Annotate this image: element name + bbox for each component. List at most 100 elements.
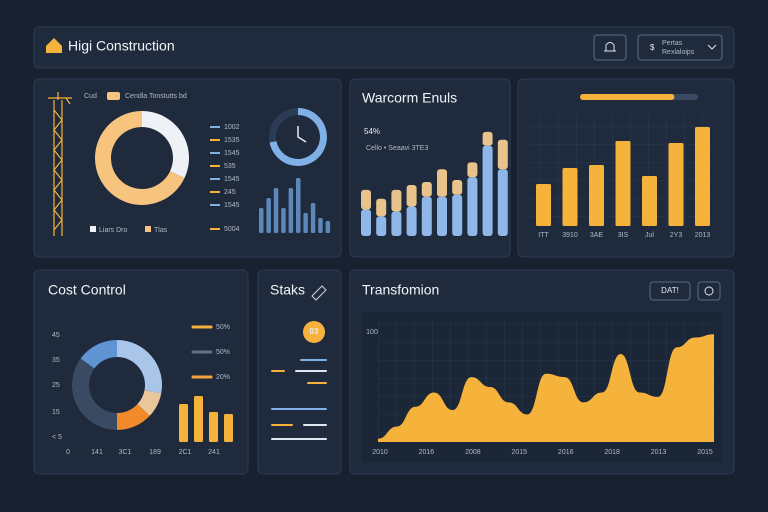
- mini-bar: [273, 188, 279, 233]
- mini-bar: [310, 203, 316, 233]
- legend-label: Liars Dro: [99, 227, 128, 234]
- stacked-bar: [437, 169, 447, 197]
- button-label: DAT!: [661, 286, 679, 295]
- mini-bar: [266, 198, 271, 233]
- legend-label: Cud: [84, 93, 97, 100]
- stacked-bar: [452, 194, 463, 236]
- x-tick-label: 2010: [372, 449, 388, 456]
- bell-icon: [604, 42, 616, 52]
- chevron: [707, 44, 717, 50]
- mini-bar: [296, 178, 301, 233]
- donut-segment: [137, 390, 162, 416]
- x-label: 2C1: [179, 449, 192, 456]
- list-value: 5004: [224, 226, 240, 233]
- legend-swatch: [145, 226, 151, 232]
- stacked-bar: [497, 139, 508, 170]
- badge: 03: [310, 327, 319, 336]
- list-value: 245: [224, 189, 236, 196]
- x-tick-label: 3AE: [590, 232, 604, 239]
- bar: [668, 143, 684, 226]
- stacked-bar: [376, 216, 387, 236]
- x-label: 0: [66, 449, 70, 456]
- bar: [194, 396, 203, 442]
- bar: [642, 176, 657, 226]
- x-label: 241: [208, 449, 220, 456]
- stacked-bar: [467, 177, 478, 236]
- cost-card: [33, 269, 249, 475]
- bell-button[interactable]: [593, 34, 627, 61]
- x-tick-label: 2016: [419, 449, 435, 456]
- y-tick-label: 100: [366, 329, 378, 336]
- mini-bar: [303, 213, 308, 233]
- stacked-bar: [391, 211, 402, 236]
- legend-swatch: [107, 92, 120, 100]
- x-tick-label: 2018: [604, 449, 620, 456]
- x-label: 189: [149, 449, 161, 456]
- menu-dropdown[interactable]: [637, 34, 723, 61]
- x-tick-label: 2008: [465, 449, 481, 456]
- stacked-bar: [467, 162, 478, 178]
- stacked-bar: [406, 206, 417, 236]
- card-title: Transfomion: [362, 282, 439, 298]
- list-value: 1545: [224, 176, 240, 183]
- pencil-icon[interactable]: [311, 285, 327, 301]
- mini-bar: [259, 208, 264, 233]
- donut-segment: [94, 111, 185, 205]
- mini-bar: [318, 218, 323, 233]
- x-tick-label: 3910: [562, 232, 578, 239]
- x-tick-label: 2Y3: [670, 232, 683, 239]
- bar: [224, 414, 233, 442]
- stacked-bar: [376, 198, 387, 217]
- mini-bar: [281, 208, 286, 233]
- area: [378, 334, 714, 442]
- y-label: 35: [52, 357, 60, 364]
- stacked-bar: [391, 189, 402, 212]
- settings-button[interactable]: [697, 281, 721, 301]
- menu-label: Pertas: [662, 40, 683, 47]
- list-value: 1002: [224, 124, 240, 131]
- dat-button[interactable]: [649, 281, 691, 301]
- bar: [615, 141, 631, 226]
- legend-label: Tlas: [154, 227, 168, 234]
- bar: [179, 404, 188, 442]
- x-tick-label: ITT: [538, 232, 549, 239]
- y-label: 15: [52, 409, 60, 416]
- donut-segment: [71, 358, 117, 430]
- card-title: Cost Control: [48, 282, 126, 298]
- y-label: 45: [52, 332, 60, 339]
- stacked-bar: [497, 169, 508, 236]
- card-title: Warcorm Enuls: [362, 90, 457, 106]
- mini-bar: [325, 221, 331, 233]
- donut-segment: [269, 108, 298, 143]
- legend-label: 50%: [216, 349, 230, 356]
- x-tick-label: 2015: [511, 449, 527, 456]
- stacked-bar: [361, 189, 371, 210]
- app-title: Higi Construction: [68, 38, 175, 54]
- bar: [589, 165, 604, 226]
- list-value: 1535: [224, 137, 240, 144]
- donut-segment: [117, 340, 162, 394]
- task-lines: [271, 359, 327, 440]
- stacked-bar: [421, 182, 432, 197]
- donut-segment: [142, 111, 189, 179]
- stacked-bar: [482, 131, 493, 146]
- stacked-bar: [452, 180, 463, 195]
- legend-label: 20%: [216, 374, 230, 381]
- list-value: 1545: [224, 202, 240, 209]
- x-tick-label: 3IS: [618, 232, 629, 239]
- badge-circle: [303, 321, 325, 343]
- y-label: 25: [52, 382, 60, 389]
- bar: [536, 184, 551, 226]
- stacked-bar: [406, 184, 417, 207]
- bar: [209, 412, 218, 442]
- x-tick-label: 2013: [651, 449, 667, 456]
- crane-icon: [48, 92, 72, 236]
- progress-fill: [580, 94, 675, 100]
- settings-icon: [704, 286, 714, 296]
- x-label: 141: [91, 449, 103, 456]
- card-title: Staks: [270, 282, 305, 298]
- x-tick-label: Jul: [645, 232, 654, 239]
- list-value: 1545: [224, 150, 240, 157]
- kpi-subtitle: Cello • Seaavi 3TE3: [366, 145, 428, 152]
